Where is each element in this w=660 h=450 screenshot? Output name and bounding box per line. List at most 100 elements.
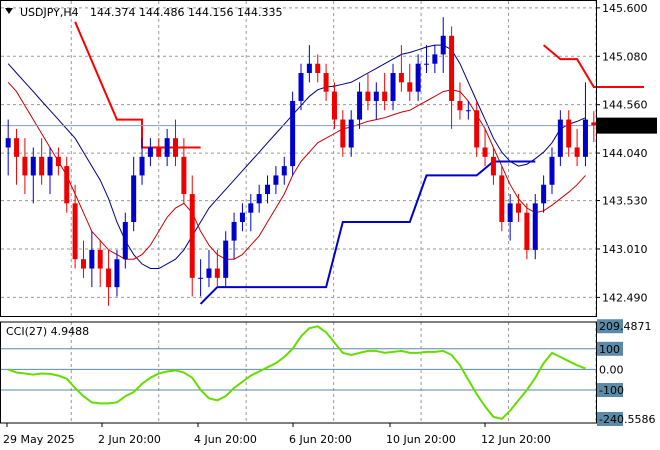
time-tick-label: 6 Jun 20:00 (289, 433, 352, 446)
candle-body (423, 63, 429, 65)
candle-body (248, 203, 254, 213)
candle-body (382, 91, 388, 101)
candle-body (290, 100, 296, 167)
current-price-tag (597, 117, 657, 134)
candle-body (122, 221, 128, 260)
candle-body (524, 212, 530, 250)
candle-body (55, 156, 61, 167)
candle-body (415, 63, 421, 92)
candle-body (5, 138, 11, 148)
candle-body (47, 156, 53, 176)
candle-body (30, 156, 36, 176)
candle-body (139, 156, 145, 176)
candle-body (281, 166, 287, 176)
candle-body (131, 175, 137, 222)
price-tick-label: 145.600 (602, 2, 648, 15)
candle-body (432, 54, 438, 64)
candle-body (106, 268, 112, 288)
cci-tick-label: 0.00 (599, 363, 624, 376)
candle-body (465, 110, 471, 112)
cci-tick-label: 100 (599, 343, 620, 356)
time-tick-label: 12 Jun 20:00 (481, 433, 551, 446)
time-tick-label: 29 May 2025 (3, 433, 75, 446)
candle-body (482, 147, 488, 157)
cci-tick-box (597, 341, 623, 356)
candle-body (541, 184, 547, 204)
step-upper-line (74, 21, 201, 149)
candle-body (173, 138, 179, 157)
candle-body (582, 119, 588, 157)
candle-body (14, 138, 20, 157)
candle-body (231, 221, 237, 241)
candle-body (591, 122, 597, 126)
candle-body (574, 147, 580, 157)
price-tick-label: 144.040 (602, 147, 648, 160)
candle-body (22, 156, 28, 176)
cci-title: CCI(27) 4.9488 (6, 325, 89, 338)
candle-body (298, 73, 304, 101)
chart-symbol-title: USDJPY,H4 (20, 6, 79, 19)
time-tick-label: 2 Jun 20:00 (98, 433, 161, 446)
price-tick-label: 142.490 (602, 291, 648, 304)
candle-body (315, 63, 321, 74)
candle-body (206, 268, 212, 278)
candle-body (114, 259, 120, 288)
candle-body (490, 156, 496, 176)
grid (1, 1, 597, 423)
indicator-overlays (1, 21, 644, 305)
candle-body (407, 82, 413, 92)
time-tick-label: 4 Jun 20:00 (194, 433, 257, 446)
window-menu-triangle-icon[interactable] (5, 8, 13, 14)
moving-average-1-line (7, 44, 586, 269)
candle-body (323, 73, 329, 92)
candle-body (457, 100, 463, 111)
candle-body (507, 203, 513, 222)
price-tick-label: 143.010 (602, 243, 648, 256)
cci-tick-label: -240.5586 (599, 413, 655, 426)
candlesticks (5, 17, 597, 306)
candle-body (549, 156, 555, 185)
cci-tick-label: 209.4871 (599, 320, 652, 333)
candle-body (532, 203, 538, 250)
cci-tick-box (597, 411, 623, 426)
candle-body (557, 119, 563, 157)
candle-body (357, 91, 363, 120)
candle-body (256, 194, 262, 204)
candle-body (390, 73, 396, 101)
price-tick-label: 144.560 (602, 99, 648, 112)
candle-body (474, 110, 480, 148)
candle-body (97, 249, 103, 269)
candle-body (365, 91, 371, 101)
candle-body (198, 277, 204, 279)
candle-body (164, 138, 170, 157)
time-tick-label: 10 Jun 20:00 (386, 433, 456, 446)
candle-body (156, 147, 162, 157)
candle-body (39, 156, 45, 176)
candle-body (214, 268, 220, 278)
price-tick-label: 145.080 (602, 50, 648, 63)
candle-body (64, 166, 70, 204)
candle-body (147, 147, 153, 157)
cci-panel-frame (0, 321, 597, 424)
candle-body (72, 203, 78, 260)
candle-body (265, 184, 271, 195)
cci-tick-box (597, 319, 623, 334)
candle-body (306, 63, 312, 74)
candle-body (566, 119, 572, 148)
current-price-label: 144.335 (602, 120, 648, 133)
step-upper-line (542, 44, 644, 88)
candle-body (449, 35, 455, 101)
candle-body (189, 194, 195, 278)
candle-body (499, 175, 505, 222)
price-panel-frame (0, 0, 597, 317)
candle-body (348, 119, 354, 148)
candle-body (331, 91, 337, 120)
candle-body (239, 212, 245, 222)
price-tick-label: 143.530 (602, 195, 648, 208)
cci-tick-label: -100 (599, 384, 624, 397)
ohlc-values: 144.374 144.486 144.156 144.335 (90, 6, 282, 19)
cci-line (7, 325, 586, 421)
candle-body (223, 240, 229, 278)
